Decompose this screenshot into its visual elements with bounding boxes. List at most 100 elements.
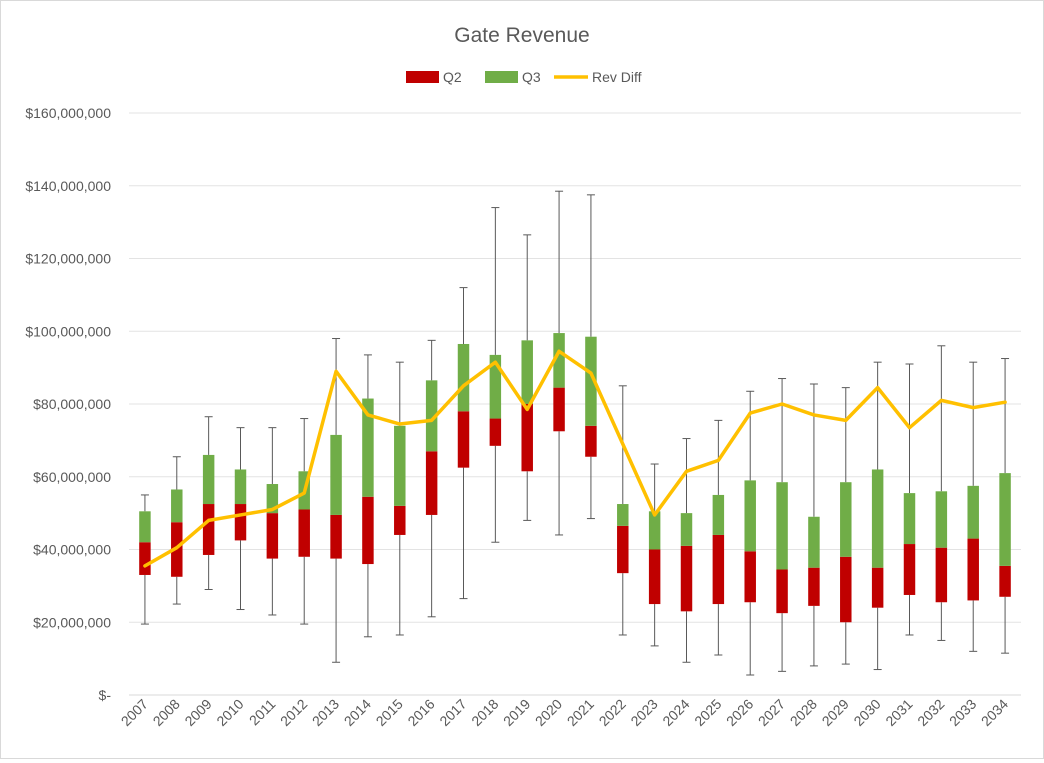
x-tick-label: 2033 [946, 696, 979, 729]
box-q3 [171, 489, 183, 523]
box-q3 [617, 504, 629, 526]
box-q2 [999, 565, 1011, 597]
box-q2 [967, 538, 979, 601]
box-q3 [330, 434, 342, 515]
legend-label: Rev Diff [592, 69, 642, 85]
y-tick-label: $20,000,000 [33, 614, 111, 630]
box-q3 [776, 482, 788, 570]
box-q2 [425, 451, 438, 515]
x-tick-label: 2008 [150, 696, 183, 729]
x-tick-label: 2018 [468, 696, 501, 729]
box-q2 [394, 505, 406, 535]
box-q3 [840, 482, 852, 557]
x-tick-label: 2024 [659, 696, 692, 729]
box-q2 [808, 567, 820, 606]
x-tick-label: 2016 [404, 696, 437, 729]
box-q2 [871, 567, 884, 608]
box-q3 [585, 336, 597, 426]
x-tick-label: 2021 [564, 696, 597, 729]
y-tick-label: $80,000,000 [33, 396, 111, 412]
box-q3 [680, 513, 693, 546]
y-tick-label: $100,000,000 [25, 323, 111, 339]
box-q3 [394, 425, 406, 506]
box-q2 [903, 544, 916, 595]
y-tick-label: $120,000,000 [25, 251, 111, 267]
box-q2 [234, 504, 247, 541]
x-tick-label: 2017 [436, 696, 469, 729]
box-q3 [521, 340, 533, 404]
legend-label: Q3 [522, 69, 541, 85]
x-tick-label: 2010 [213, 696, 246, 729]
y-tick-label: $40,000,000 [33, 542, 111, 558]
y-tick-label: $- [99, 687, 112, 703]
box-q3 [648, 511, 661, 550]
box-q3 [266, 484, 279, 514]
legend-swatch [485, 71, 518, 83]
x-tick-label: 2022 [596, 696, 629, 729]
x-tick-label: 2019 [500, 696, 533, 729]
chart-title: Gate Revenue [454, 24, 589, 47]
rev-diff-line [143, 349, 1007, 568]
box-q2 [521, 404, 533, 472]
gridlines [129, 112, 1021, 696]
box-series [139, 190, 1011, 676]
rev-diff-series [143, 349, 1007, 568]
x-tick-label: 2020 [532, 696, 565, 729]
box-q2 [935, 547, 948, 603]
box-q2 [553, 387, 565, 432]
x-tick-label: 2025 [691, 696, 724, 729]
box-q2 [489, 418, 502, 446]
y-tick-label: $60,000,000 [33, 469, 111, 485]
y-axis: $- $20,000,000 $40,000,000 $60,000,000 $80,0… [25, 105, 111, 703]
y-tick-label: $140,000,000 [25, 178, 111, 194]
box-q2 [840, 556, 852, 623]
box-q3 [999, 473, 1011, 566]
box-q3 [553, 333, 565, 388]
x-tick-label: 2027 [755, 696, 788, 729]
box-q2 [585, 425, 597, 457]
box-q3 [202, 454, 215, 505]
box-q2 [298, 509, 310, 557]
box-q2 [712, 534, 725, 605]
box-q3 [871, 469, 884, 568]
x-tick-label: 2031 [882, 696, 915, 729]
x-tick-label: 2013 [309, 696, 342, 729]
box-q2 [617, 525, 629, 574]
box-q2 [457, 411, 470, 468]
box-q2 [202, 504, 215, 555]
x-tick-label: 2032 [914, 696, 947, 729]
box-q3 [935, 491, 948, 548]
x-tick-label: 2012 [277, 696, 310, 729]
x-tick-label: 2030 [850, 696, 883, 729]
box-q3 [139, 511, 151, 543]
x-tick-label: 2015 [373, 696, 406, 729]
box-q3 [967, 485, 979, 539]
box-q2 [266, 513, 279, 559]
box-q2 [776, 569, 788, 614]
box-q3 [808, 516, 820, 568]
x-tick-label: 2007 [118, 696, 151, 729]
x-tick-label: 2026 [723, 696, 756, 729]
x-tick-label: 2014 [341, 696, 374, 729]
x-tick-label: 2023 [627, 696, 660, 729]
x-tick-label: 2029 [819, 696, 852, 729]
legend-swatch [406, 71, 439, 83]
box-q3 [362, 398, 374, 497]
box-q3 [234, 469, 247, 505]
box-q2 [330, 514, 342, 559]
y-tick-label: $160,000,000 [25, 105, 111, 121]
box-q2 [744, 551, 756, 603]
box-q2 [680, 545, 693, 612]
box-q3 [744, 480, 756, 552]
x-tick-label: 2009 [181, 696, 214, 729]
x-tick-label: 2034 [978, 696, 1011, 729]
box-q3 [425, 380, 438, 452]
x-tick-label: 2011 [246, 696, 279, 729]
box-q2 [648, 549, 661, 605]
box-q3 [903, 493, 916, 545]
box-q3 [489, 354, 502, 419]
box-q2 [362, 496, 374, 565]
